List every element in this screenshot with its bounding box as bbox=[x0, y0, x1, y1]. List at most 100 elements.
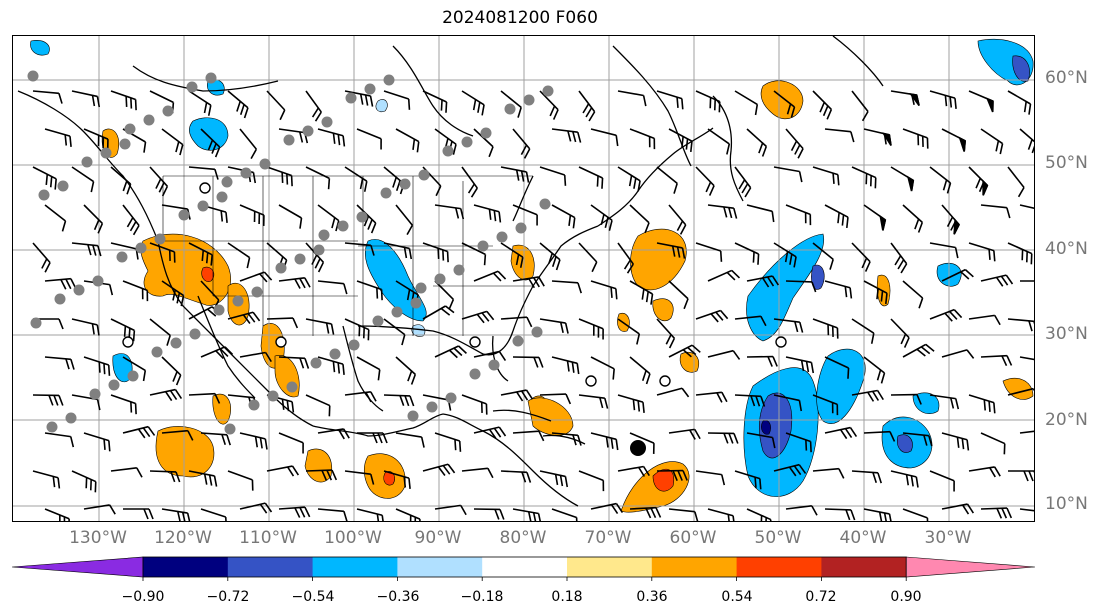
wind-barb bbox=[941, 128, 967, 152]
wind-barb bbox=[980, 128, 1004, 155]
station-dot bbox=[321, 116, 333, 128]
wind-barb bbox=[707, 432, 739, 444]
station-dot bbox=[259, 158, 271, 170]
wind-barb bbox=[356, 356, 381, 381]
wind-barb bbox=[278, 356, 310, 369]
wind-barb bbox=[395, 128, 420, 153]
wind-barb bbox=[734, 315, 767, 327]
wind-barb bbox=[578, 470, 605, 492]
wind-barb bbox=[929, 242, 959, 259]
wind-barb bbox=[668, 508, 699, 521]
wind-barb bbox=[968, 242, 996, 262]
wind-barb bbox=[863, 508, 893, 521]
lon-label-60w: 60°W bbox=[669, 528, 717, 548]
anomaly-region bbox=[811, 264, 825, 290]
station-dot bbox=[213, 304, 225, 316]
station-dot bbox=[189, 328, 201, 340]
station-dot bbox=[318, 229, 330, 241]
wind-barb bbox=[968, 466, 1001, 478]
wind-barb bbox=[629, 506, 662, 519]
wind-barb bbox=[902, 280, 924, 309]
anomaly-region bbox=[746, 233, 825, 342]
wind-barb bbox=[539, 393, 572, 405]
wind-barb bbox=[902, 204, 924, 233]
wind-barb bbox=[812, 467, 845, 479]
wind-barb bbox=[344, 391, 377, 403]
wind-barb bbox=[812, 394, 839, 416]
wind-barb bbox=[422, 242, 449, 263]
map-panel[interactable] bbox=[12, 35, 1035, 522]
wind-barb bbox=[83, 432, 111, 452]
wind-barb bbox=[149, 470, 181, 483]
wind-barb bbox=[461, 467, 494, 479]
wind-barb bbox=[1007, 90, 1032, 115]
wind-barb bbox=[500, 316, 533, 328]
coastline bbox=[597, 127, 714, 227]
wind-barb bbox=[1019, 204, 1034, 212]
station-dot bbox=[407, 410, 419, 422]
wind-barb bbox=[227, 90, 249, 119]
station-dot bbox=[154, 233, 166, 245]
colorbar-segment bbox=[312, 557, 398, 577]
colorbar-segment bbox=[482, 557, 568, 577]
station-dot bbox=[337, 220, 349, 232]
wind-barb bbox=[929, 470, 955, 492]
wind-barb bbox=[773, 166, 803, 183]
anomaly-region bbox=[155, 426, 215, 478]
wind-barb bbox=[239, 432, 268, 450]
coastline bbox=[197, 295, 256, 399]
wind-barb bbox=[188, 242, 213, 266]
wind-barb bbox=[773, 318, 804, 333]
lon-label-100w: 100°W bbox=[324, 528, 382, 548]
wind-barb bbox=[122, 204, 140, 236]
wind-barb bbox=[941, 503, 975, 515]
wind-barb bbox=[422, 90, 448, 113]
wind-barb bbox=[929, 166, 952, 194]
wind-barbs bbox=[32, 90, 1034, 521]
wind-barb bbox=[110, 467, 143, 478]
station-dot bbox=[477, 240, 489, 252]
wind-barb bbox=[473, 426, 507, 439]
anomaly-region bbox=[1002, 377, 1034, 400]
wind-barb bbox=[305, 469, 338, 481]
wind-barb bbox=[929, 90, 957, 109]
anomaly-region bbox=[760, 80, 804, 120]
lon-label-50w: 50°W bbox=[754, 528, 802, 548]
station-dot bbox=[73, 284, 85, 296]
wind-barb bbox=[71, 470, 97, 493]
anomaly-region bbox=[411, 324, 426, 337]
station-dot bbox=[170, 337, 182, 349]
wind-barb bbox=[812, 166, 840, 186]
wind-barb bbox=[824, 280, 853, 299]
colorbar-high-extension bbox=[905, 556, 1036, 578]
wind-barb bbox=[71, 166, 95, 193]
wind-barb bbox=[746, 275, 780, 288]
wind-barb bbox=[266, 317, 299, 329]
coastline bbox=[832, 36, 884, 87]
colorbar-tick-label: 0.36 bbox=[636, 589, 668, 605]
wind-barb bbox=[512, 204, 538, 226]
wind-barb bbox=[200, 432, 231, 446]
wind-barb bbox=[149, 388, 183, 402]
station-dot bbox=[434, 273, 446, 285]
wind-barb bbox=[539, 90, 559, 120]
wind-barb bbox=[239, 502, 273, 514]
wind-barb bbox=[890, 393, 922, 405]
station-dot bbox=[124, 123, 136, 135]
wind-barb bbox=[824, 128, 855, 143]
wind-barb bbox=[863, 128, 892, 146]
wind-barb bbox=[83, 204, 104, 234]
wind-barb bbox=[617, 166, 641, 192]
anomaly-region bbox=[630, 228, 687, 291]
wind-barb bbox=[668, 428, 701, 440]
wind-barb bbox=[110, 90, 137, 111]
station-dot bbox=[426, 401, 438, 413]
wind-barb bbox=[734, 394, 766, 407]
station-dot bbox=[410, 297, 422, 309]
wind-barb bbox=[161, 280, 185, 307]
wind-barb bbox=[122, 356, 147, 382]
wind-barb bbox=[812, 90, 833, 120]
lat-label-50n: 50°N bbox=[1045, 153, 1088, 173]
station-dot bbox=[345, 92, 357, 104]
wind-barb bbox=[941, 204, 961, 235]
